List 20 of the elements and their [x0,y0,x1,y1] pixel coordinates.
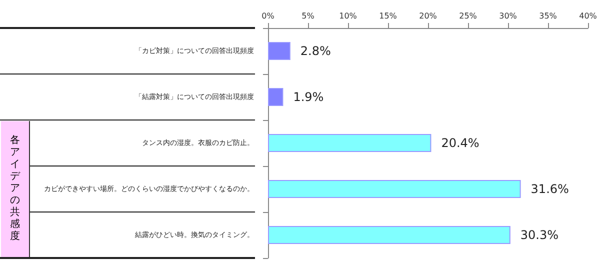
bar [268,88,284,106]
bar [268,134,432,152]
x-tick-label: 40% [579,12,598,20]
bar [268,226,510,244]
data-label: 31.6% [530,182,569,196]
bar [268,42,290,60]
x-tick-label: 20% [419,12,438,20]
x-tick-label: 0% [262,12,275,20]
data-label: 30.3% [520,228,559,242]
data-label: 1.9% [293,90,324,104]
bar [268,180,521,198]
x-tick-label: 30% [499,12,518,20]
data-label: 2.8% [300,44,331,58]
x-tick-label: 25% [459,12,478,20]
data-label: 20.4% [441,136,480,150]
x-tick-label: 5% [302,12,315,20]
x-tick-label: 15% [379,12,398,20]
x-tick-label: 10% [339,12,358,20]
text: 各アイデアの共感度 [10,135,20,242]
x-tick-label: 35% [539,12,558,20]
